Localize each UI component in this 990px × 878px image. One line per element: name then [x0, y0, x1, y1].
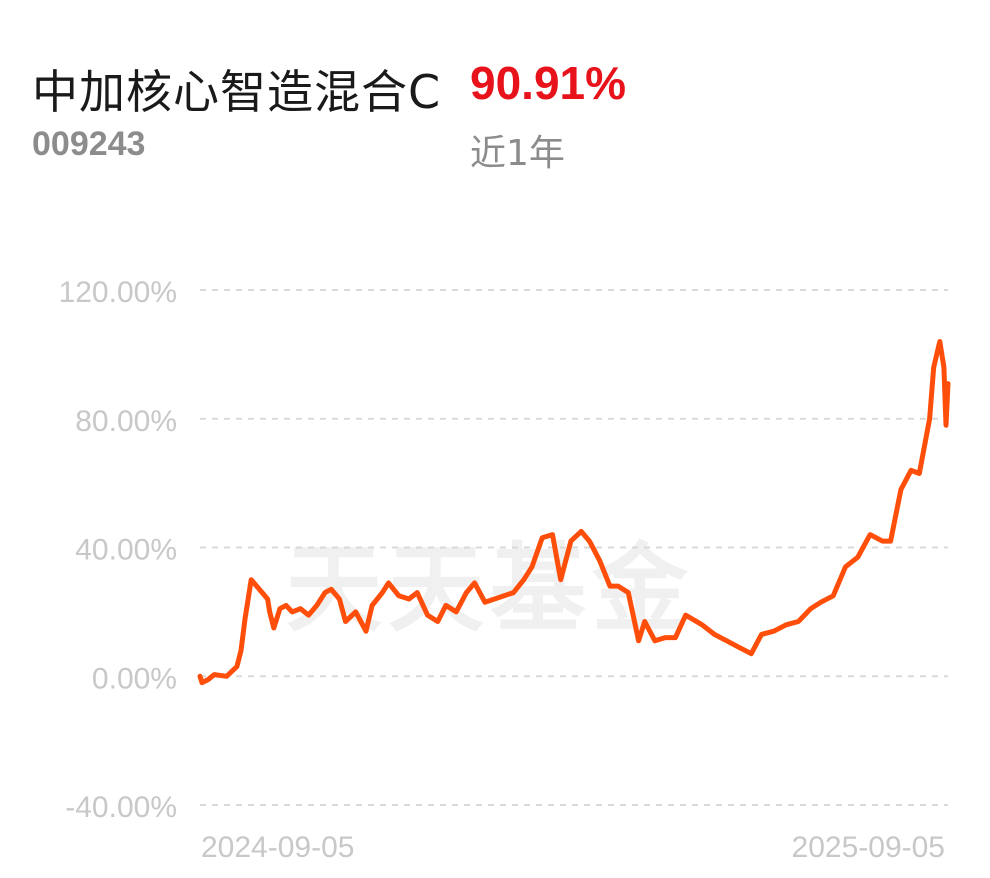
y-tick-label: 80.00%	[75, 405, 177, 438]
y-tick-label: 120.00%	[59, 276, 177, 309]
series-line	[197, 339, 951, 686]
x-tick-label: 2024-09-05	[201, 831, 354, 864]
y-tick-label: 0.00%	[92, 662, 177, 695]
y-tick-label: 40.00%	[75, 534, 177, 567]
period-label[interactable]: 近1年	[470, 133, 565, 174]
fund-code: 009243	[32, 125, 146, 163]
y-tick-label: -40.00%	[65, 791, 177, 824]
fund-name: 中加核心智造混合C	[32, 65, 442, 119]
watermark: 天天基金	[286, 532, 694, 645]
x-tick-label: 2025-09-05	[792, 831, 945, 864]
return-value: 90.91%	[470, 57, 627, 109]
